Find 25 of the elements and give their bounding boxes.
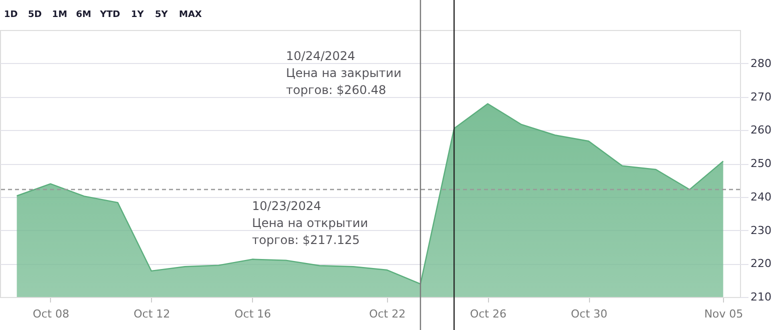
annotation: 10/23/2024 Цена на открытии торгов: $217.125 (252, 199, 368, 247)
y-tick-label: 250 (750, 157, 772, 170)
y-tick-label: 260 (750, 124, 772, 137)
y-tick-label: 270 (750, 90, 772, 104)
y-tick-label: 230 (750, 224, 772, 237)
x-tick-label: Nov 05 (704, 308, 744, 320)
x-tick-label: Oct 26 (470, 308, 506, 320)
y-tick-label: 280 (750, 56, 772, 70)
text: 6M (76, 10, 92, 20)
y-tick-label: 240 (750, 190, 772, 204)
x-tick-label: Oct 16 (234, 308, 272, 320)
text: MAX (179, 10, 202, 20)
x-tick-label: Oct 22 (369, 308, 406, 320)
x-tick-label: Oct 30 (570, 308, 608, 320)
y-tick-label: 220 (750, 257, 772, 270)
x-tick-label: Oct 08 (32, 308, 70, 320)
text: 1D (4, 10, 18, 20)
text: 1Y (131, 10, 144, 20)
text: 1M (52, 10, 68, 20)
text: 5Y (155, 10, 168, 20)
text: YTD (99, 10, 120, 20)
text: 5D (28, 10, 42, 20)
y-tick-label: 210 (750, 290, 772, 304)
x-tick-label: Oct 12 (134, 308, 170, 320)
annotation: 10/24/2024 Цена на закрытии торгов: $260.48 (286, 49, 402, 97)
